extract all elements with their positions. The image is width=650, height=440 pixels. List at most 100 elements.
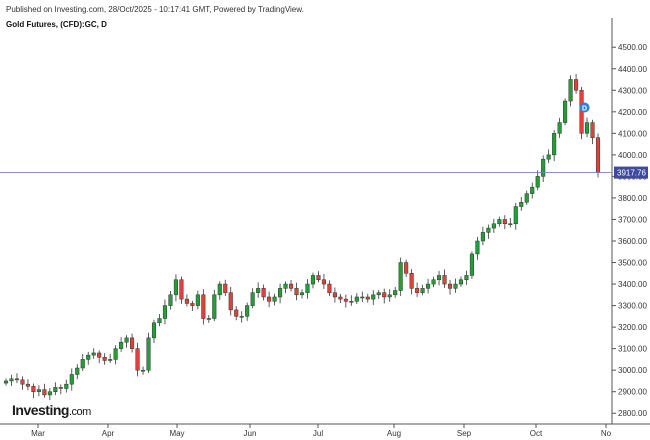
candle-body [278, 288, 283, 298]
candle-body [223, 283, 228, 293]
candle-body [256, 288, 261, 293]
candle-body [299, 292, 305, 296]
candle-body [261, 288, 266, 298]
x-tick-label: May [169, 429, 184, 438]
candle-body [535, 176, 540, 188]
candle-body [250, 292, 255, 306]
candle-body [283, 283, 288, 289]
candle-body [31, 386, 36, 392]
y-tick-label: 3300.00 [618, 302, 647, 311]
y-tick-label: 4500.00 [618, 43, 647, 52]
y-tick-label: 4400.00 [618, 65, 647, 74]
candle-body [113, 348, 118, 360]
candle-body [458, 279, 464, 285]
candle-body [584, 122, 590, 134]
candle-body [365, 296, 370, 300]
candle-body [398, 262, 403, 291]
event-marker-label: D [582, 106, 587, 113]
candle-body [541, 158, 546, 177]
candle-body [42, 389, 47, 396]
candle-body [201, 294, 206, 319]
candle-body [206, 318, 211, 320]
candle-body [321, 279, 326, 285]
candle-body [184, 298, 189, 304]
last-price-badge [614, 166, 648, 179]
candle-body [151, 322, 157, 339]
candle-body [447, 283, 453, 289]
candle-body [190, 303, 195, 306]
candle-body [530, 186, 535, 194]
x-tick-label: No [601, 429, 612, 438]
y-tick-label: 3700.00 [618, 215, 647, 224]
candle-body [469, 253, 474, 276]
candle-body [480, 232, 485, 242]
y-tick-label: 4200.00 [618, 108, 647, 117]
logo-suffix: .com [68, 406, 91, 418]
candle-body [234, 309, 239, 317]
candle-body [376, 292, 381, 296]
candle-body [179, 279, 184, 300]
y-tick-label: 3400.00 [618, 280, 647, 289]
candle-body [409, 273, 414, 289]
candle-body [426, 283, 431, 289]
candle-body [267, 296, 272, 302]
candle-body [552, 133, 557, 156]
candle-body [415, 288, 420, 293]
candle-body [294, 288, 299, 296]
candle-body [47, 391, 52, 396]
candle-body [239, 316, 244, 318]
last-price-label: 3917.76 [617, 169, 646, 178]
candle-body [453, 283, 458, 289]
candle-body [491, 223, 496, 229]
candle-body [343, 298, 348, 302]
candle-body [590, 122, 595, 138]
candle-body [436, 275, 442, 280]
y-tick-label: 4300.00 [618, 86, 647, 95]
candle-body [568, 79, 573, 102]
candle-body [212, 294, 217, 319]
candle-body [387, 294, 392, 298]
candle-body [513, 206, 518, 225]
candle-body [64, 383, 69, 389]
chart-header: Published on Investing.com, 28/Oct/2025 … [6, 4, 304, 30]
candle-body [332, 292, 337, 298]
candle-body [102, 357, 107, 361]
candle-body [338, 296, 343, 300]
candle-body [108, 359, 113, 361]
candle-body [497, 219, 502, 225]
y-tick-label: 3200.00 [618, 323, 647, 332]
event-marker [579, 102, 590, 113]
candle-body [475, 240, 480, 255]
y-tick-label: 3800.00 [618, 194, 647, 203]
x-tick-label: Mar [31, 429, 45, 438]
published-notice: Published on Investing.com, 28/Oct/2025 … [6, 5, 304, 14]
candle-body [217, 283, 222, 296]
candle-body [86, 354, 91, 360]
x-tick-label: Jun [244, 429, 257, 438]
candle-body [135, 348, 140, 371]
candle-body [272, 296, 277, 302]
candle-body [119, 341, 124, 349]
candle-body [404, 262, 409, 274]
candle-body [25, 383, 30, 387]
candle-body [563, 100, 568, 123]
candle-body [310, 275, 316, 285]
candle-body [420, 288, 425, 293]
symbol-title: Gold Futures, (CFD):GC, D [6, 20, 107, 29]
candle-body [502, 219, 507, 225]
candle-body [173, 279, 178, 296]
candle-body [316, 275, 321, 280]
candle-body [546, 154, 551, 160]
candle-body [519, 201, 524, 207]
y-tick-label: 4000.00 [618, 151, 647, 160]
logo-main: Investing [12, 402, 69, 418]
candle-body [508, 223, 513, 226]
candle-body [327, 283, 332, 293]
y-tick-label: 2900.00 [618, 388, 647, 397]
candle-body [162, 305, 168, 319]
candle-body [228, 292, 233, 311]
candle-body [97, 352, 102, 358]
y-tick-label: 3100.00 [618, 345, 647, 354]
candle-body [245, 305, 250, 317]
